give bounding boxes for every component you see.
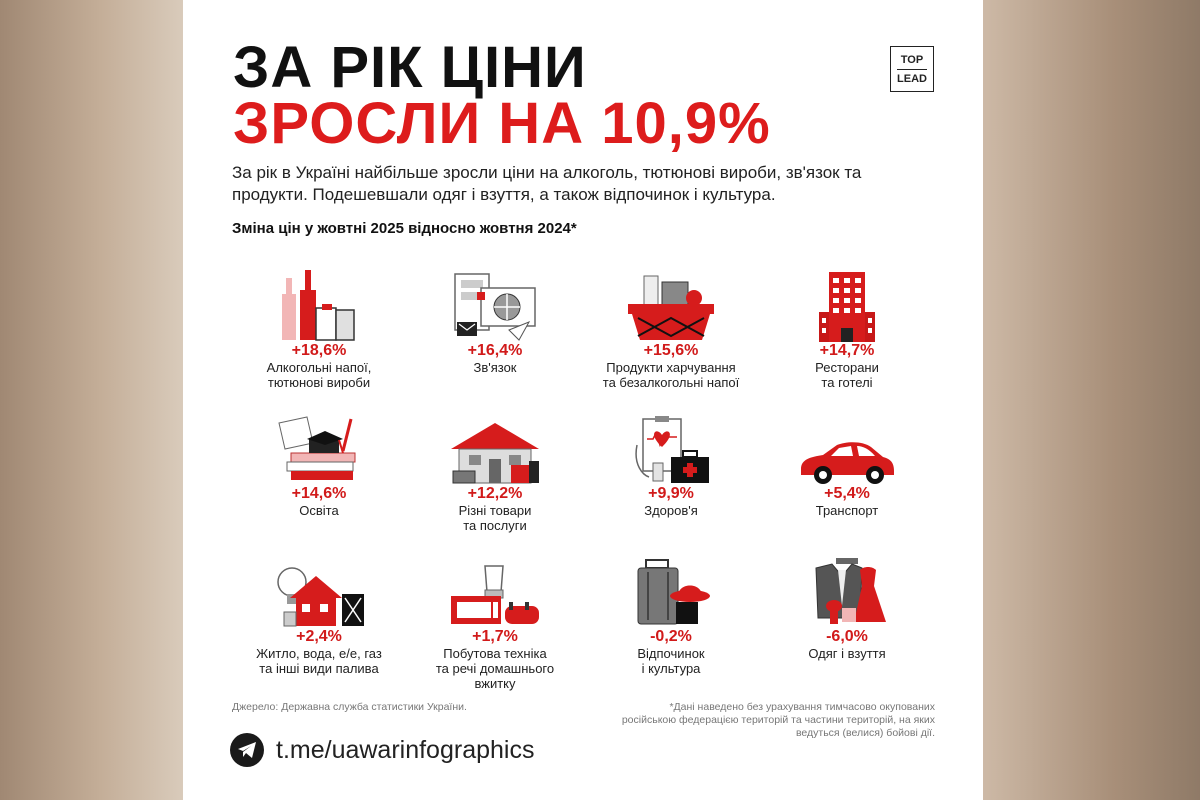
background-right: [983, 0, 1200, 800]
communication-icon: [407, 262, 583, 342]
item-value: +18,6%: [291, 342, 347, 359]
item-value: +16,4%: [467, 342, 523, 359]
bottles-icon: [231, 262, 407, 342]
footnote: *Дані наведено без урахування тимчасово …: [621, 701, 935, 739]
item-value: +1,7%: [472, 628, 518, 645]
item-value: +12,2%: [467, 485, 523, 502]
item-value: +5,4%: [824, 485, 870, 502]
category-clothing: -6,0% Одяг і взуття: [759, 548, 935, 691]
category-communication: +16,4% Зв'язок: [407, 262, 583, 405]
chart-subtitle: Зміна цін у жовтні 2025 відносно жовтня …: [232, 220, 577, 237]
item-label: Освіта: [299, 503, 339, 518]
item-label: Побутова техніка та речі домашнього вжит…: [435, 646, 555, 691]
price-change-grid: +18,6% Алкогольні напої, тютюнові вироби: [231, 262, 935, 692]
category-food: +15,6% Продукти харчування та безалкогол…: [583, 262, 759, 405]
telegram-icon: [230, 733, 264, 767]
logo-top: TOP: [900, 53, 924, 66]
telegram-link[interactable]: t.me/uawarinfographics: [230, 733, 534, 767]
logo-bottom: LEAD: [897, 72, 927, 85]
item-label: Одяг і взуття: [808, 646, 886, 661]
luggage-icon: [583, 548, 759, 628]
category-alcohol: +18,6% Алкогольні напої, тютюнові вироби: [231, 262, 407, 405]
item-value: +9,9%: [648, 485, 694, 502]
hotel-icon: [759, 262, 935, 342]
grocery-basket-icon: [583, 262, 759, 342]
item-label: Транспорт: [815, 503, 879, 518]
item-label: Продукти харчування та безалкогольні нап…: [602, 360, 740, 390]
car-icon: [759, 405, 935, 485]
clothing-icon: [759, 548, 935, 628]
page-title: ЗА РІК ЦІНИ ЗРОСЛИ НА 10,9%: [233, 35, 771, 156]
item-value: +2,4%: [296, 628, 342, 645]
appliances-icon: [407, 548, 583, 628]
item-value: +15,6%: [643, 342, 699, 359]
title-line-1: ЗА РІК ЦІНИ: [233, 35, 587, 100]
category-housing-utilities: +2,4% Житло, вода, е/е, газ та інші види…: [231, 548, 407, 691]
utilities-icon: [231, 548, 407, 628]
intro-text: За рік в Україні найбільше зросли ціни н…: [232, 163, 862, 204]
category-restaurants: +14,7% Ресторани та готелі: [759, 262, 935, 405]
item-label: Різні товари та послуги: [458, 503, 532, 533]
category-misc-goods: +12,2% Різні товари та послуги: [407, 405, 583, 548]
item-value: +14,6%: [291, 485, 347, 502]
source-note: Джерело: Державна служба статистики Укра…: [232, 701, 467, 713]
title-line-2: ЗРОСЛИ НА 10,9%: [233, 91, 771, 156]
item-value: -6,0%: [826, 628, 868, 645]
item-label: Житло, вода, е/е, газ та інші види палив…: [256, 646, 382, 676]
category-education: +14,6% Освіта: [231, 405, 407, 548]
category-transport: +5,4% Транспорт: [759, 405, 935, 548]
item-label: Ресторани та готелі: [815, 360, 879, 390]
house-goods-icon: [407, 405, 583, 485]
infographic-card: ЗА РІК ЦІНИ ЗРОСЛИ НА 10,9% TOP LEAD За …: [183, 0, 983, 800]
telegram-link-text[interactable]: t.me/uawarinfographics: [276, 735, 535, 764]
item-label: Зв'язок: [473, 360, 517, 375]
category-recreation: -0,2% Відпочинок і культура: [583, 548, 759, 691]
health-icon: [583, 405, 759, 485]
item-label: Здоров'я: [644, 503, 698, 518]
toplead-logo: TOP LEAD: [890, 46, 934, 92]
item-label: Алкогольні напої, тютюнові вироби: [266, 360, 372, 390]
item-value: -0,2%: [650, 628, 692, 645]
item-label: Відпочинок і культура: [637, 646, 705, 676]
category-health: +9,9% Здоров'я: [583, 405, 759, 548]
background-left: [0, 0, 183, 800]
category-appliances: +1,7% Побутова техніка та речі домашньог…: [407, 548, 583, 691]
education-icon: [231, 405, 407, 485]
item-value: +14,7%: [819, 342, 875, 359]
